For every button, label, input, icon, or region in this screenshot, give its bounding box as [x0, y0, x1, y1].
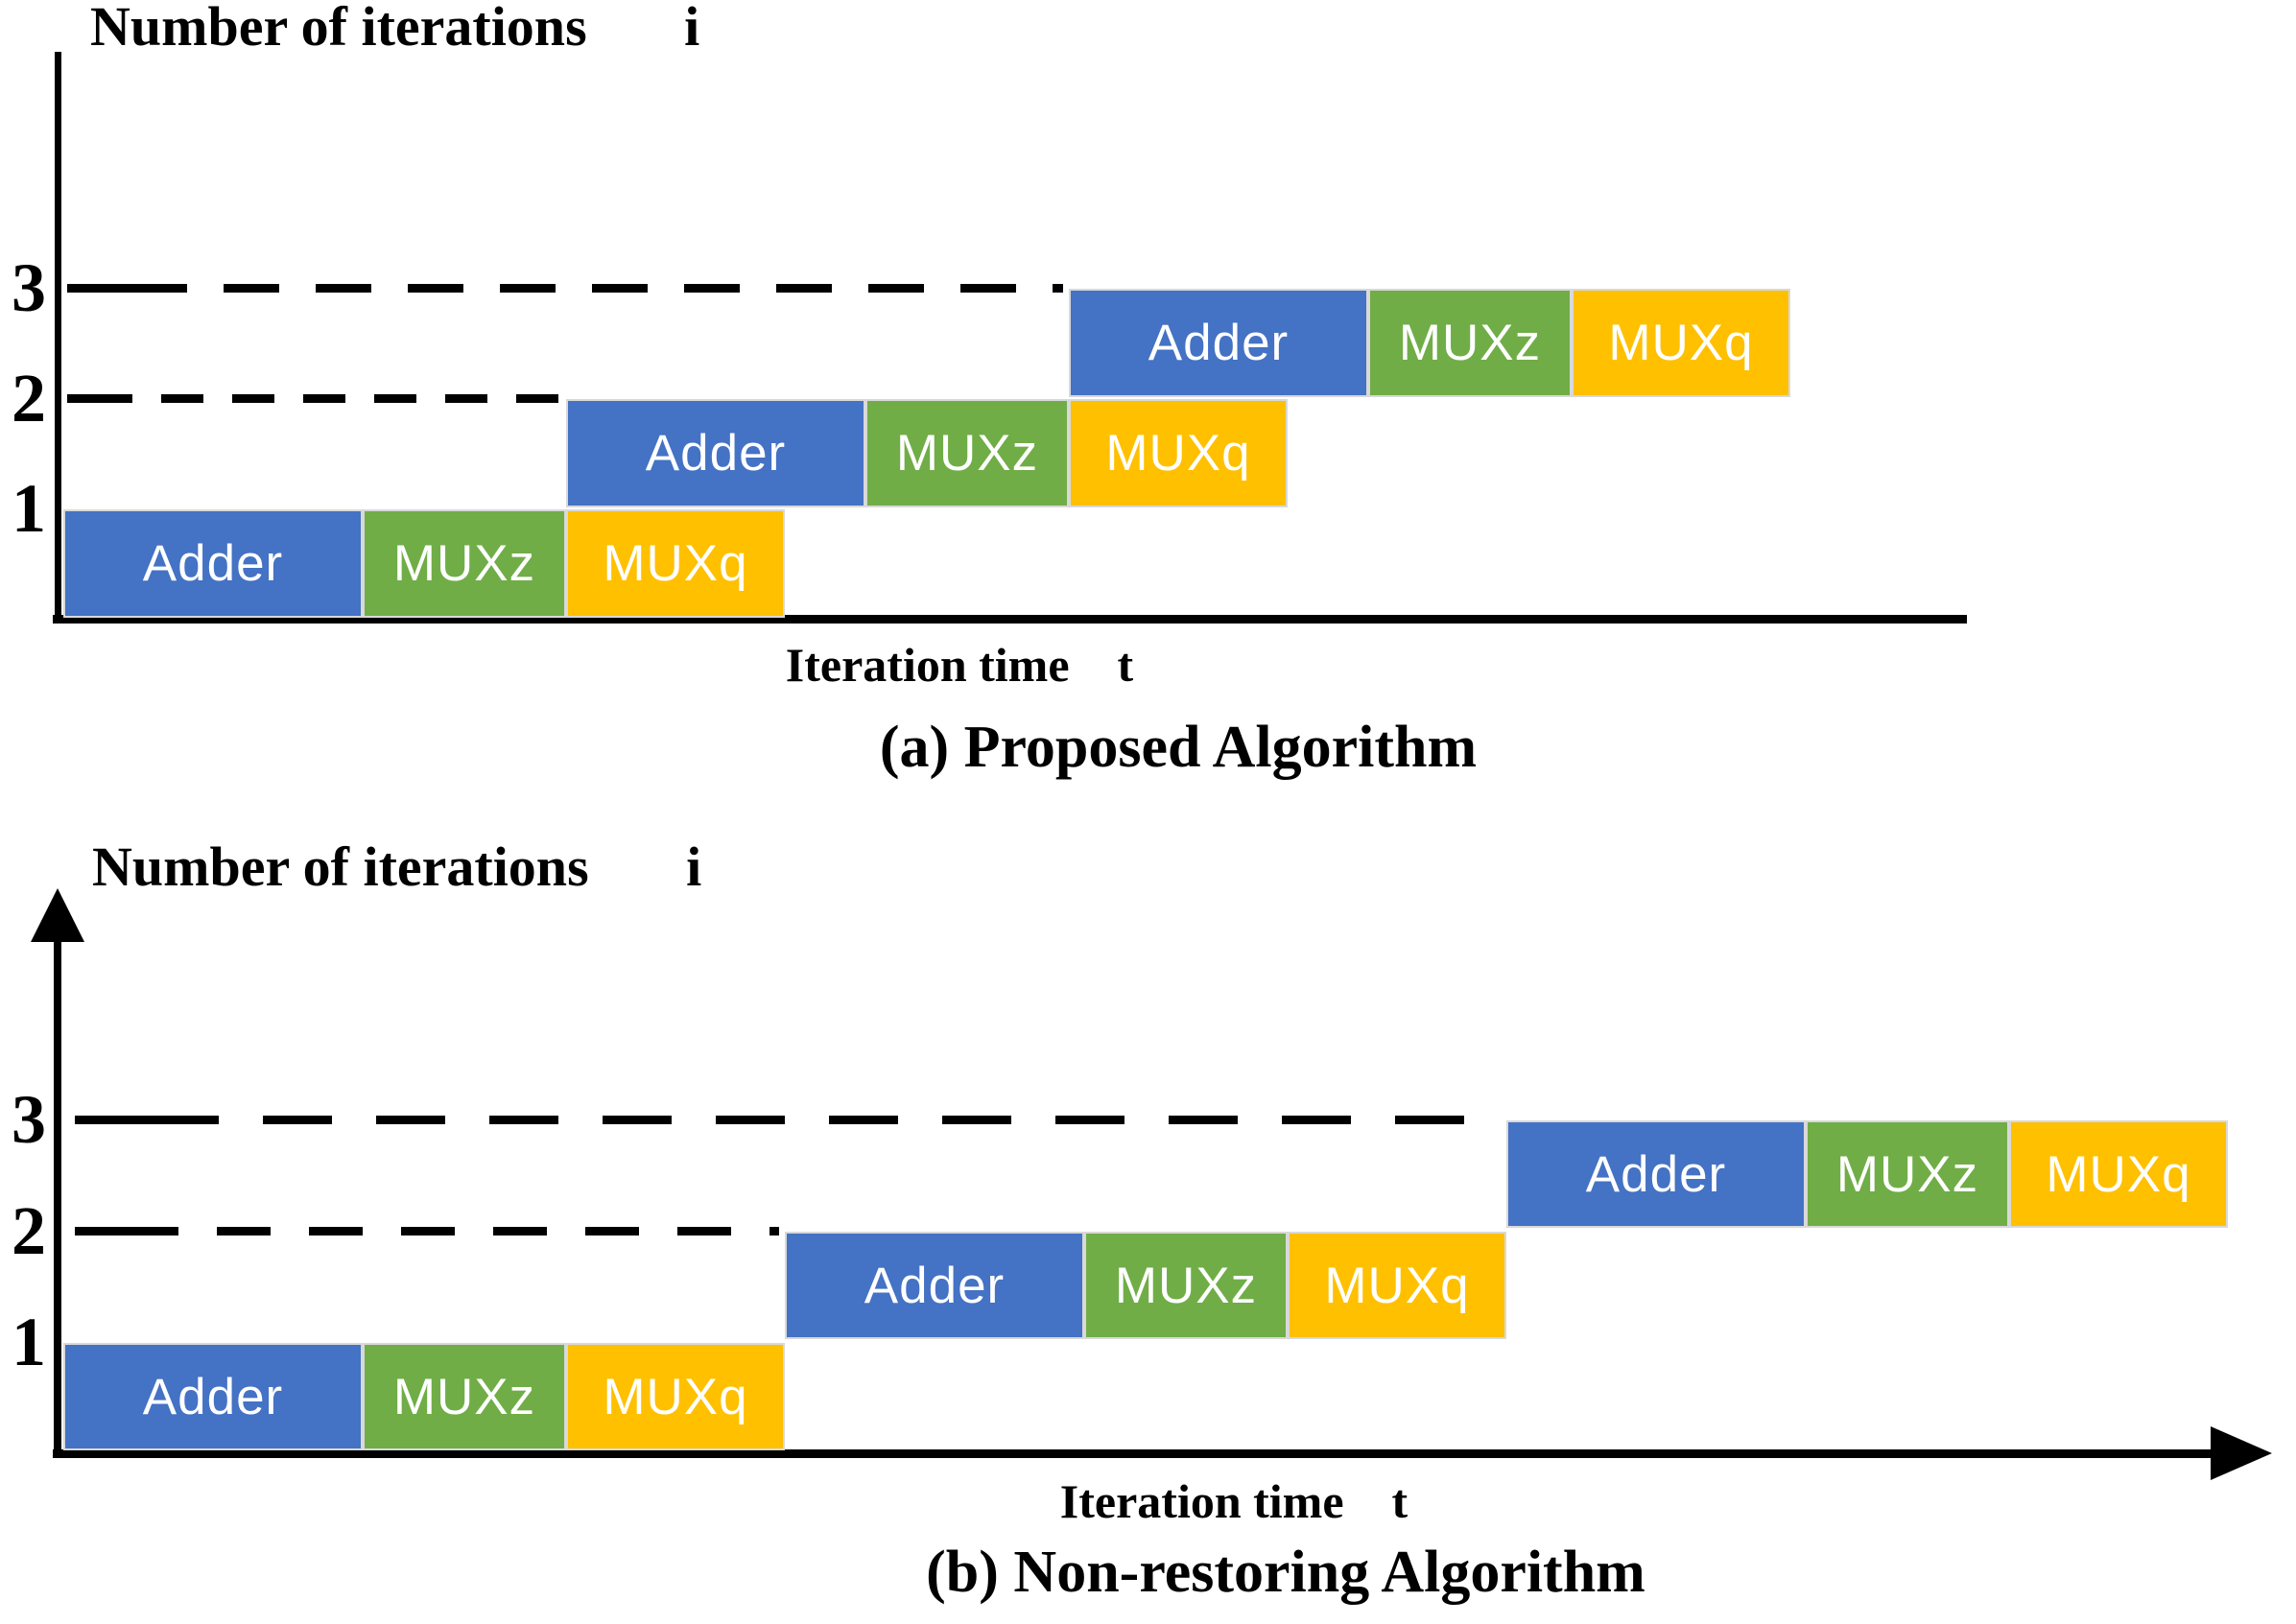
gantt-bar-label: MUXq: [2046, 1145, 2191, 1203]
gantt-bar-label: MUXz: [1114, 1257, 1258, 1314]
gantt-bar-label: MUXq: [1105, 425, 1251, 482]
gantt-bar-adder: Adder: [566, 399, 865, 507]
gantt-bar-label: Adder: [142, 1368, 284, 1425]
gantt-bar-label: MUXq: [1608, 315, 1754, 371]
gridline-dashes: [263, 1116, 1501, 1124]
gantt-bar-label: MUXz: [895, 425, 1039, 482]
gantt-bar-adder: Adder: [1069, 289, 1368, 397]
gantt-bar-muxz: MUXz: [1084, 1232, 1288, 1339]
gridline-dash: [67, 284, 187, 293]
gantt-bar-muxz: MUXz: [865, 399, 1069, 507]
gantt-bar-muxz: MUXz: [1368, 289, 1572, 397]
gantt-bar-muxq: MUXq: [1288, 1232, 1506, 1339]
gridline-dashes: [224, 284, 1063, 293]
y-tick-label-1: 1: [12, 470, 46, 547]
gantt-bar-label: MUXz: [392, 1368, 536, 1425]
gantt-bar-label: Adder: [1585, 1145, 1727, 1203]
gridline-dash: [75, 1227, 178, 1236]
x-axis-line: [53, 1449, 2214, 1458]
y-axis-line: [55, 52, 61, 624]
gantt-bar-label: MUXz: [1398, 315, 1542, 371]
y-tick-label-1: 1: [12, 1304, 46, 1380]
gantt-bar-muxz: MUXz: [363, 509, 566, 618]
gantt-bar-label: MUXq: [603, 1368, 748, 1425]
gantt-bar-label: Adder: [142, 535, 284, 592]
gantt-bar-adder: Adder: [63, 1343, 363, 1450]
x-axis-arrowhead-icon: [2211, 1426, 2272, 1480]
gantt-bar-adder: Adder: [1506, 1120, 1806, 1228]
gridline-level-2: [75, 1227, 779, 1236]
x-axis-line: [53, 615, 1967, 624]
gantt-bar-adder: Adder: [785, 1232, 1084, 1339]
gantt-bar-muxq: MUXq: [1572, 289, 1790, 397]
chart-caption: (b) Non-restoring Algorithm: [926, 1540, 1645, 1605]
y-tick-label-3: 3: [12, 249, 46, 326]
gridline-dash: [75, 1116, 219, 1124]
gantt-bar-muxq: MUXq: [566, 509, 785, 618]
gantt-bar-muxz: MUXz: [363, 1343, 566, 1450]
y-axis-title: Number of iterations i: [92, 836, 702, 898]
gridline-level-3: [67, 284, 1063, 293]
gantt-bar-label: Adder: [645, 425, 787, 482]
gantt-bar-label: MUXq: [603, 535, 748, 592]
gridline-level-3: [75, 1116, 1501, 1124]
gantt-bar-muxq: MUXq: [566, 1343, 785, 1450]
gantt-bar-label: MUXq: [1324, 1257, 1470, 1314]
gantt-bar-label: Adder: [864, 1257, 1006, 1314]
y-tick-label-2: 2: [12, 1192, 46, 1269]
x-axis-title: Iteration time t: [1059, 1474, 1408, 1528]
y-tick-label-2: 2: [12, 360, 46, 436]
gridline-level-2: [67, 394, 560, 403]
gantt-bar-label: MUXz: [392, 535, 536, 592]
y-axis-line: [54, 929, 61, 1457]
gridline-dashes: [217, 1227, 779, 1236]
y-tick-label-3: 3: [12, 1081, 46, 1158]
gridline-dash: [67, 394, 132, 403]
y-axis-title: Number of iterations i: [90, 0, 700, 58]
gantt-bar-muxq: MUXq: [1069, 399, 1288, 507]
gantt-bar-muxq: MUXq: [2009, 1120, 2228, 1228]
gantt-bar-label: Adder: [1148, 315, 1290, 371]
gantt-bar-muxz: MUXz: [1806, 1120, 2009, 1228]
chart-caption: (a) Proposed Algorithm: [879, 715, 1478, 780]
x-axis-title: Iteration time t: [785, 638, 1134, 692]
gridline-dashes: [161, 394, 560, 403]
gantt-bar-label: MUXz: [1835, 1145, 1979, 1203]
gantt-bar-adder: Adder: [63, 509, 363, 618]
